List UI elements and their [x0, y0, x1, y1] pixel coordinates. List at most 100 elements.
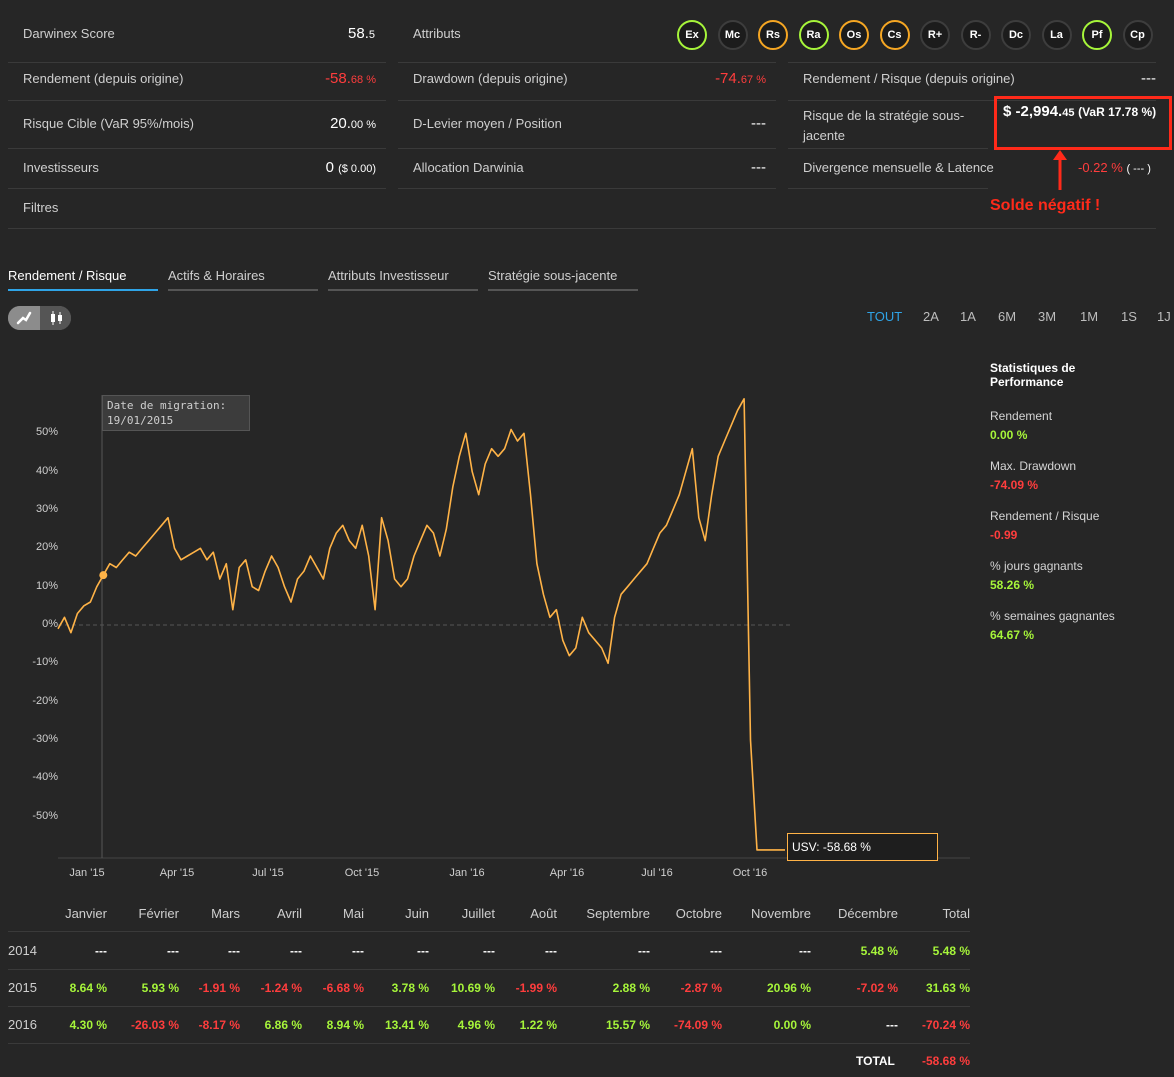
leverage-value: --- — [751, 115, 766, 132]
table-cell: --- — [167, 944, 179, 958]
score-label: Darwinex Score — [23, 26, 115, 41]
period-1d[interactable]: 1J — [1157, 309, 1171, 324]
table-cell: 20.96 % — [766, 981, 811, 995]
month-header: Décembre — [838, 906, 898, 921]
period-3m[interactable]: 3M — [1038, 309, 1057, 324]
migration-date: 19/01/2015 — [107, 414, 174, 427]
y-tick-label: 20% — [35, 541, 58, 554]
investors-value: 0 ($ 0.00) — [325, 159, 376, 176]
tab-assets-hours[interactable]: Actifs & Horaires — [168, 268, 318, 291]
table-cell: 5.48 % — [932, 944, 970, 958]
period-all[interactable]: TOUT — [867, 309, 903, 324]
table-cell: -1.24 % — [260, 981, 302, 995]
line-chart-icon[interactable] — [8, 306, 40, 330]
attribute-badge[interactable]: R- — [960, 20, 991, 50]
month-header: Total — [942, 906, 970, 921]
attribute-badge[interactable]: Cs — [879, 20, 910, 50]
table-cell: -74.09 % — [673, 1018, 722, 1032]
attribute-badge[interactable]: R+ — [920, 20, 950, 50]
month-header: Avril — [276, 906, 302, 921]
x-tick-label: Jan '15 — [69, 867, 105, 879]
investors-label: Investisseurs — [23, 160, 99, 175]
perf-stats-title: Statistiques de Performance — [990, 361, 1076, 389]
table-cell: 0.00 % — [773, 1018, 811, 1032]
table-cell: --- — [799, 944, 811, 958]
drawdown-label: Drawdown (depuis origine) — [413, 71, 568, 86]
attribute-badge[interactable]: Rs — [758, 20, 788, 50]
table-cell: 8.64 % — [69, 981, 107, 995]
return-label: Rendement (depuis origine) — [23, 71, 184, 86]
attribute-badge[interactable]: Pf — [1082, 20, 1112, 50]
table-cell: 4.30 % — [69, 1018, 107, 1032]
strategy-risk-highlight: $ -2,994.45 (VaR 17.78 %) — [994, 96, 1172, 150]
series-line — [57, 397, 785, 851]
month-header: Juin — [405, 906, 429, 921]
last-value-label: USV: -58.68 % — [787, 833, 938, 861]
target-risk-label: Risque Cible (VaR 95%/mois) — [23, 116, 194, 131]
table-cell: 13.41 % — [384, 1018, 429, 1032]
table-cell: --- — [290, 944, 302, 958]
period-1w[interactable]: 1S — [1121, 309, 1137, 324]
chart-type-toggle — [8, 306, 71, 330]
x-tick-label: Oct '15 — [344, 867, 380, 879]
y-tick-label: -50% — [32, 809, 58, 822]
score-value: 58.5 — [348, 25, 375, 42]
attribute-badge[interactable]: Mc — [717, 20, 748, 50]
tab-investor-attributes[interactable]: Attributs Investisseur — [328, 268, 478, 291]
table-cell: -26.03 % — [130, 1018, 179, 1032]
table-cell: 5.93 % — [141, 981, 179, 995]
y-tick-label: -40% — [32, 771, 58, 784]
table-cell: -70.24 % — [921, 1018, 970, 1032]
year-label: 2015 — [8, 980, 37, 995]
table-cell: --- — [228, 944, 240, 958]
month-header: Septembre — [586, 906, 650, 921]
migration-label: Date de migration: — [107, 399, 227, 412]
year-label: 2014 — [8, 943, 37, 958]
perf-stat-value: 64.67 % — [990, 628, 1035, 642]
period-6m[interactable]: 6M — [998, 309, 1017, 324]
month-header: Janvier — [65, 906, 107, 921]
perf-stat-label: Max. Drawdown — [990, 459, 1077, 473]
attribute-badge[interactable]: Dc — [1001, 20, 1031, 50]
month-header: Février — [138, 906, 179, 921]
table-cell: -7.02 % — [856, 981, 898, 995]
perf-stat-value: -74.09 % — [990, 478, 1039, 492]
year-label: 2016 — [8, 1017, 37, 1032]
table-cell: -6.68 % — [322, 981, 364, 995]
table-cell: 6.86 % — [264, 1018, 302, 1032]
period-1m[interactable]: 1M — [1080, 309, 1099, 324]
x-tick-label: Jul '16 — [641, 867, 673, 879]
attribute-badge[interactable]: La — [1041, 20, 1072, 50]
x-tick-label: Apr '16 — [549, 867, 585, 879]
y-tick-label: 0% — [42, 618, 58, 630]
table-cell: 8.94 % — [326, 1018, 364, 1032]
candlestick-icon[interactable] — [40, 306, 71, 330]
table-cell: 10.69 % — [450, 981, 495, 995]
migration-point — [99, 571, 108, 580]
period-2y[interactable]: 2A — [923, 309, 939, 324]
period-1y[interactable]: 1A — [960, 309, 976, 324]
month-header: Juillet — [461, 906, 495, 921]
tab-return-risk[interactable]: Rendement / Risque — [8, 268, 158, 291]
filters-link[interactable]: Filtres — [23, 200, 59, 215]
perf-stat-label: % semaines gagnantes — [990, 609, 1115, 623]
drawdown-value: -74.67 % — [715, 70, 766, 87]
y-tick-label: -30% — [32, 733, 58, 745]
perf-stat-value: -0.99 — [990, 528, 1018, 542]
perf-stat-label: Rendement — [990, 409, 1053, 423]
perf-stat-label: % jours gagnants — [990, 559, 1083, 573]
return-risk-value: --- — [1141, 70, 1156, 87]
y-tick-label: -20% — [32, 694, 58, 707]
table-cell: --- — [638, 944, 650, 958]
return-value: -58.68 % — [325, 70, 376, 87]
attribute-badge[interactable]: Ra — [798, 20, 829, 50]
attribute-badge[interactable]: Cp — [1122, 20, 1153, 50]
perf-stat-value: 58.26 % — [990, 578, 1035, 592]
attribute-badge[interactable]: Os — [839, 20, 869, 50]
tab-underlying-strategy[interactable]: Stratégie sous-jacente — [488, 268, 638, 291]
attribute-badge[interactable]: Ex — [677, 20, 707, 50]
x-tick-label: Jul '15 — [252, 867, 284, 879]
table-cell: 3.78 % — [391, 981, 429, 995]
total-value: -58.68 % — [921, 1054, 970, 1068]
y-tick-label: 10% — [35, 579, 58, 592]
